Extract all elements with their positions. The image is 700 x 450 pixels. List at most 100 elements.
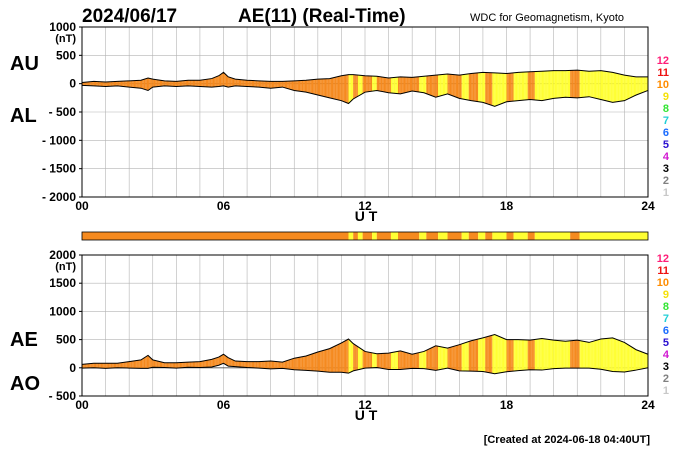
activity-fill-slice [335,345,337,373]
activity-fill-slice [112,363,114,369]
activity-fill-slice [201,79,203,87]
activity-fill-slice [125,80,127,87]
activity-fill-slice [164,362,166,368]
activity-fill-slice [580,70,582,98]
activity-fill-slice [374,76,376,91]
activity-fill-slice [543,338,545,370]
activity-fill-slice [546,70,548,100]
activity-fill-slice [344,340,347,373]
activity-fill-slice [304,355,307,371]
activity-fill-slice [142,79,144,89]
y-tick-label: 1500 [49,276,76,290]
activity-fill-slice [446,74,448,95]
activity-fill-slice [428,75,430,95]
activity-fill-slice [453,346,455,370]
activity-fill-slice [451,74,453,96]
activity-fill-slice [484,337,486,372]
activity-fill-slice [252,361,255,368]
activity-fill-slice [93,81,95,86]
activity-fill-slice [326,349,328,373]
activity-fill-slice [303,356,305,371]
activity-fill-slice [85,82,87,86]
activity-fill-slice [323,349,325,372]
activity-fill-slice [519,72,521,101]
activity-fill-slice [452,346,454,370]
activity-fill-slice [554,70,557,99]
activity-fill-slice [234,360,236,367]
activity-fill-slice [456,345,459,371]
activity-fill-slice [406,352,408,369]
activity-fill-slice [142,358,144,369]
activity-fill-slice [545,338,547,370]
station-legend-11: 11 [657,67,669,79]
activity-fill-slice [493,72,495,107]
activity-fill-slice [315,352,317,372]
activity-fill-slice [286,360,288,369]
activity-fill-slice [591,71,593,98]
activity-fill-slice [507,339,509,372]
activity-fill-slice [567,70,569,98]
activity-fill-slice [633,76,636,97]
activity-fill-slice [186,80,189,86]
activity-fill-slice [179,362,182,368]
activity-fill-slice [310,79,312,94]
activity-fill-slice [208,359,210,368]
activity-fill-slice [383,77,386,93]
activity-fill-slice [89,363,91,368]
activity-fill-slice [625,75,627,101]
activity-fill-slice [513,339,515,372]
activity-fill-slice [486,72,488,104]
activity-fill-slice [581,341,584,369]
activity-fill-slice [288,81,290,90]
activity-fill-slice [107,81,110,87]
activity-fill-slice [468,73,470,101]
activity-fill-slice [159,361,161,368]
activity-fill-slice [390,352,393,370]
activity-fill-slice [640,76,643,94]
activity-fill-slice [284,81,286,89]
activity-fill-slice [545,70,547,100]
activity-fill-slice [619,340,621,372]
activity-fill-slice [537,71,539,101]
activity-fill-slice [236,79,238,87]
activity-fill-slice [115,363,117,368]
activity-fill-slice [214,77,216,87]
activity-fill-slice [326,78,328,98]
activity-fill-slice [89,81,91,86]
activity-fill-slice [148,78,150,91]
activity-fill-slice [512,339,514,372]
activity-fill-slice [381,76,383,92]
activity-fill-slice [421,76,423,93]
activity-fill-slice [248,80,250,87]
activity-fill-slice [561,340,564,369]
activity-fill-slice [307,355,309,371]
activity-fill-slice [291,80,294,91]
activity-fill-slice [227,75,229,88]
activity-fill-slice [240,79,242,87]
activity-fill-slice [425,76,427,94]
activity-fill-slice [169,81,171,87]
activity-fill-slice [323,78,325,97]
activity-fill-slice [551,70,553,99]
activity-fill-slice [311,353,314,371]
activity-fill-slice [485,72,487,104]
activity-fill-slice [336,76,338,100]
activity-fill-slice [573,70,575,98]
activity-fill-slice [96,363,98,368]
activity-fill-slice [182,80,184,87]
activity-fill-slice [97,81,99,87]
activity-fill-slice [429,75,432,96]
activity-fill-slice [610,71,612,103]
activity-fill-slice [171,362,173,368]
activity-fill-slice [579,340,581,369]
activity-fill-slice [295,80,297,91]
activity-fill-slice [319,79,321,96]
activity-fill-slice [538,71,540,101]
activity-fill-slice [283,361,285,369]
activity-fill-slice [467,73,469,101]
activity-fill-slice [131,80,133,88]
activity-fill-slice [597,70,599,99]
series-line-al [81,84,649,107]
